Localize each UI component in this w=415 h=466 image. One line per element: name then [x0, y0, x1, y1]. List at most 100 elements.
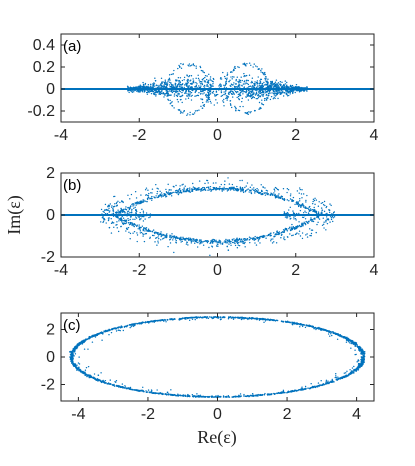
eye-point	[270, 193, 272, 196]
lobe-point	[267, 87, 270, 90]
branch-point	[121, 215, 123, 218]
lobe-point	[265, 99, 268, 101]
lobe-point	[189, 114, 191, 116]
ellipse-point	[89, 336, 92, 339]
eye-point	[160, 235, 162, 238]
eye-point	[284, 227, 287, 230]
ellipse-point	[213, 396, 215, 398]
eye-point	[281, 198, 284, 200]
eye-point	[289, 229, 292, 232]
ellipse-point	[194, 316, 197, 318]
eye-point	[247, 188, 249, 190]
lobe-point	[207, 95, 210, 97]
lobe-point	[264, 97, 266, 100]
scatter-point	[153, 234, 155, 237]
scatter-point	[109, 203, 112, 205]
spectrum-point	[248, 88, 251, 90]
spectrum-point	[199, 83, 202, 85]
spectrum-point	[269, 85, 272, 88]
branch-point	[298, 200, 301, 202]
ellipse-point	[161, 393, 164, 395]
eye-point	[136, 225, 138, 228]
spectrum-point	[185, 82, 187, 84]
eye-point	[217, 188, 219, 190]
ellipse-point	[285, 321, 287, 323]
eye-point	[212, 238, 214, 241]
eye-point	[285, 229, 288, 231]
scatter-point	[256, 187, 258, 190]
panel-c-points	[69, 315, 366, 399]
scatter-point	[155, 237, 157, 239]
ellipse-point	[322, 383, 325, 386]
lobe-point	[188, 63, 191, 65]
eye-point	[288, 200, 290, 202]
branch-point	[121, 219, 123, 222]
spectrum-point	[269, 84, 271, 87]
scatter-point	[244, 246, 246, 248]
branch-point	[137, 215, 139, 217]
ellipse-point	[331, 380, 333, 383]
ellipse-point	[148, 320, 150, 323]
scatter-point	[278, 193, 280, 195]
branch-point	[131, 212, 133, 214]
inner-point	[87, 348, 89, 350]
spectrum-point	[249, 85, 252, 87]
scatter-point	[236, 185, 238, 188]
lobe-point	[238, 109, 241, 112]
spectrum-point	[265, 94, 267, 96]
lobe-point	[191, 113, 194, 115]
inner-point	[82, 342, 84, 344]
branch-point	[327, 218, 330, 220]
branch-point	[130, 210, 133, 212]
scatter-point	[228, 243, 230, 245]
spectrum-point	[190, 91, 193, 94]
spectrum-point	[168, 90, 170, 92]
spectrum-point	[161, 90, 163, 92]
inner-point	[81, 343, 84, 345]
spectrum-point	[224, 77, 227, 80]
spectrum-point	[254, 81, 256, 83]
branch-point	[301, 216, 304, 218]
lobe-point	[245, 112, 247, 114]
scatter-point	[148, 192, 150, 195]
eye-point	[283, 198, 285, 200]
branch-point	[134, 206, 136, 209]
branch-point	[122, 210, 125, 212]
lobe-point	[170, 102, 172, 104]
branch-point	[309, 228, 311, 230]
spectrum-point	[177, 83, 179, 86]
scatter-point	[231, 188, 234, 190]
inner-point	[136, 322, 139, 325]
scatter-point	[221, 243, 224, 245]
spectrum-point	[269, 89, 272, 92]
eye-point	[208, 189, 210, 191]
eye-point	[160, 196, 163, 198]
branch-point	[122, 201, 124, 204]
inner-point	[247, 318, 249, 321]
branch-point	[121, 200, 123, 202]
spectrum-point	[229, 91, 231, 94]
scatter-point	[322, 204, 325, 206]
branch-point	[290, 213, 292, 216]
scatter-point	[270, 240, 272, 242]
spectrum-point	[210, 88, 213, 91]
spectrum-point	[263, 88, 265, 90]
ellipse-point	[360, 350, 362, 352]
ellipse-point	[243, 395, 245, 397]
lobe-point	[168, 74, 171, 76]
eye-point	[118, 210, 120, 213]
spectrum-point	[199, 93, 202, 95]
ellipse-point	[342, 376, 344, 379]
ellipse-point	[346, 375, 349, 377]
eye-point	[217, 241, 219, 244]
spectrum-point	[201, 83, 203, 85]
spectrum-point	[158, 92, 160, 95]
inner-point	[123, 326, 126, 328]
inner-point	[336, 333, 338, 335]
scatter-point	[306, 233, 308, 235]
spectrum-point	[150, 92, 153, 95]
spectrum-point	[286, 87, 288, 90]
spectrum-point	[181, 86, 183, 89]
scatter-point	[192, 186, 195, 188]
branch-point	[129, 212, 131, 214]
